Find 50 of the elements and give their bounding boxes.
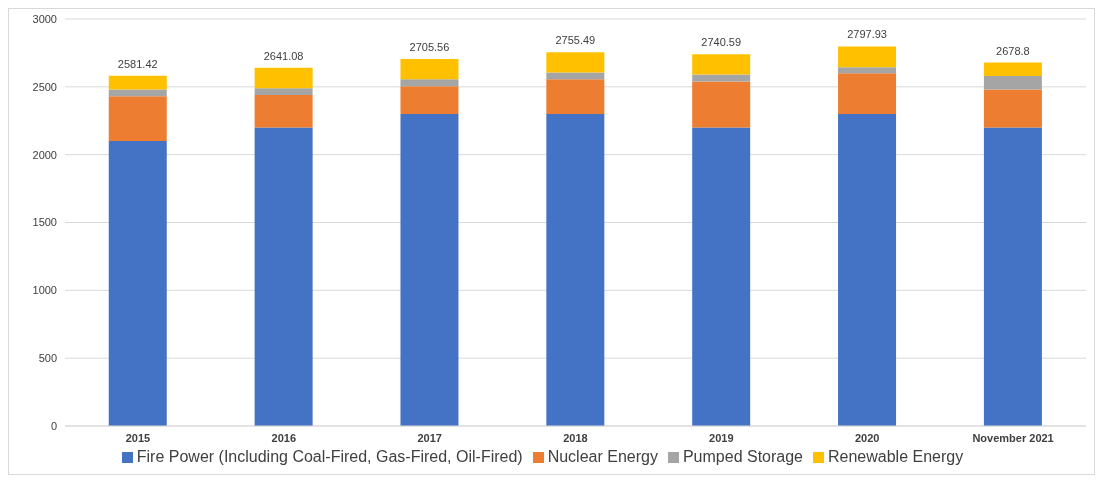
bar	[400, 58, 459, 80]
bar	[838, 73, 897, 114]
bar	[692, 54, 751, 75]
bar	[400, 113, 459, 426]
bar	[546, 113, 605, 426]
y-tick-label: 1000	[32, 284, 57, 297]
y-tick-label: 1500	[32, 216, 57, 229]
x-tick-label: 2020	[854, 431, 880, 444]
bar	[108, 141, 167, 426]
total-label: 2797.93	[847, 28, 887, 41]
legend-label: Nuclear Energy	[547, 448, 658, 465]
bar	[254, 127, 313, 426]
total-label: 2581.42	[117, 57, 158, 70]
bar	[983, 127, 1042, 426]
bar	[254, 94, 313, 128]
bar	[254, 88, 313, 95]
x-tick-label: 2016	[271, 431, 297, 444]
x-tick-label: 2017	[417, 431, 442, 444]
bar	[254, 67, 313, 89]
y-tick-label: 0	[50, 419, 57, 432]
bar	[692, 81, 751, 128]
bar	[108, 75, 167, 90]
bar	[692, 127, 751, 426]
bar	[400, 79, 459, 87]
bar	[838, 46, 897, 68]
y-tick-label: 500	[38, 352, 57, 365]
bar	[983, 62, 1042, 76]
bar	[838, 67, 897, 74]
y-tick-label: 2500	[32, 80, 57, 93]
total-label: 2740.59	[701, 36, 742, 49]
total-label: 2641.08	[263, 49, 304, 62]
y-tick-label: 2000	[32, 148, 57, 161]
x-tick-label: November 2021	[972, 431, 1054, 444]
x-tick-label: 2019	[709, 431, 734, 444]
bar	[546, 52, 605, 73]
bar	[108, 96, 167, 142]
legend-label: Fire Power (Including Coal-Fired, Gas-Fired, Oil-Fired)	[136, 448, 523, 465]
bar	[983, 89, 1042, 128]
total-label: 2755.49	[555, 34, 596, 47]
legend-label: Renewable Energy	[828, 448, 964, 465]
bar	[983, 75, 1042, 90]
y-tick-label: 3000	[32, 12, 57, 25]
bar	[546, 79, 605, 114]
x-tick-label: 2018	[563, 431, 588, 444]
total-label: 2678.8	[996, 44, 1030, 57]
bar	[838, 113, 897, 426]
legend-label: Pumped Storage	[682, 448, 804, 465]
bar	[400, 86, 459, 114]
total-label: 2705.56	[409, 40, 450, 53]
x-tick-label: 2015	[125, 431, 151, 444]
